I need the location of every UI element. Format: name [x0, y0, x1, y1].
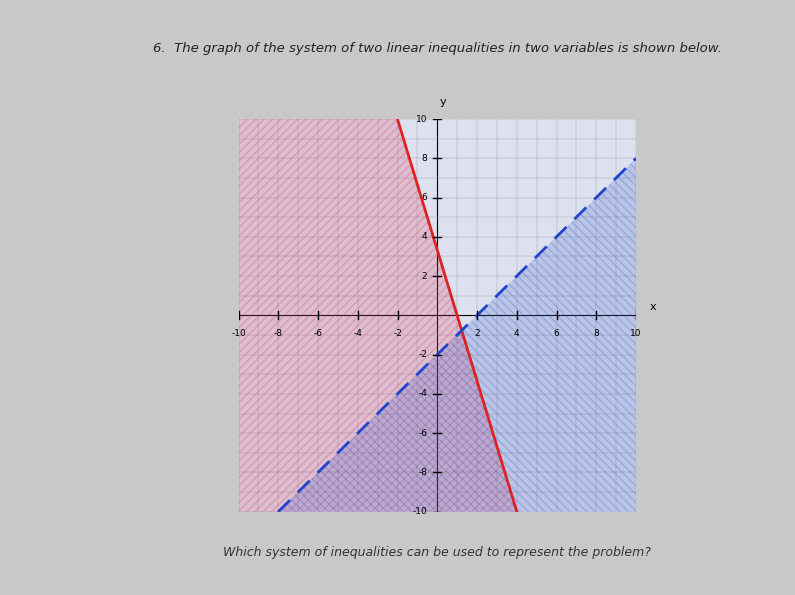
Text: -4: -4	[353, 329, 363, 338]
Text: -2: -2	[418, 350, 428, 359]
Text: -8: -8	[273, 329, 283, 338]
Text: 10: 10	[416, 114, 428, 124]
Text: 8: 8	[421, 154, 428, 163]
Text: -6: -6	[418, 428, 428, 438]
Text: -8: -8	[418, 468, 428, 477]
Text: y: y	[440, 97, 447, 107]
Text: 2: 2	[421, 271, 428, 281]
Text: -10: -10	[413, 507, 428, 516]
Text: 4: 4	[514, 329, 520, 338]
Text: 8: 8	[593, 329, 599, 338]
Text: 4: 4	[421, 232, 428, 242]
Text: -6: -6	[313, 329, 323, 338]
Text: -2: -2	[393, 329, 402, 338]
Text: 6: 6	[553, 329, 560, 338]
Text: 10: 10	[630, 329, 642, 338]
Text: -4: -4	[418, 389, 428, 399]
Text: 6: 6	[421, 193, 428, 202]
Text: 6.  The graph of the system of two linear inequalities in two variables is shown: 6. The graph of the system of two linear…	[153, 42, 722, 55]
Text: Which system of inequalities can be used to represent the problem?: Which system of inequalities can be used…	[223, 546, 651, 559]
Text: 2: 2	[474, 329, 480, 338]
Text: x: x	[650, 302, 657, 312]
Text: -10: -10	[231, 329, 246, 338]
